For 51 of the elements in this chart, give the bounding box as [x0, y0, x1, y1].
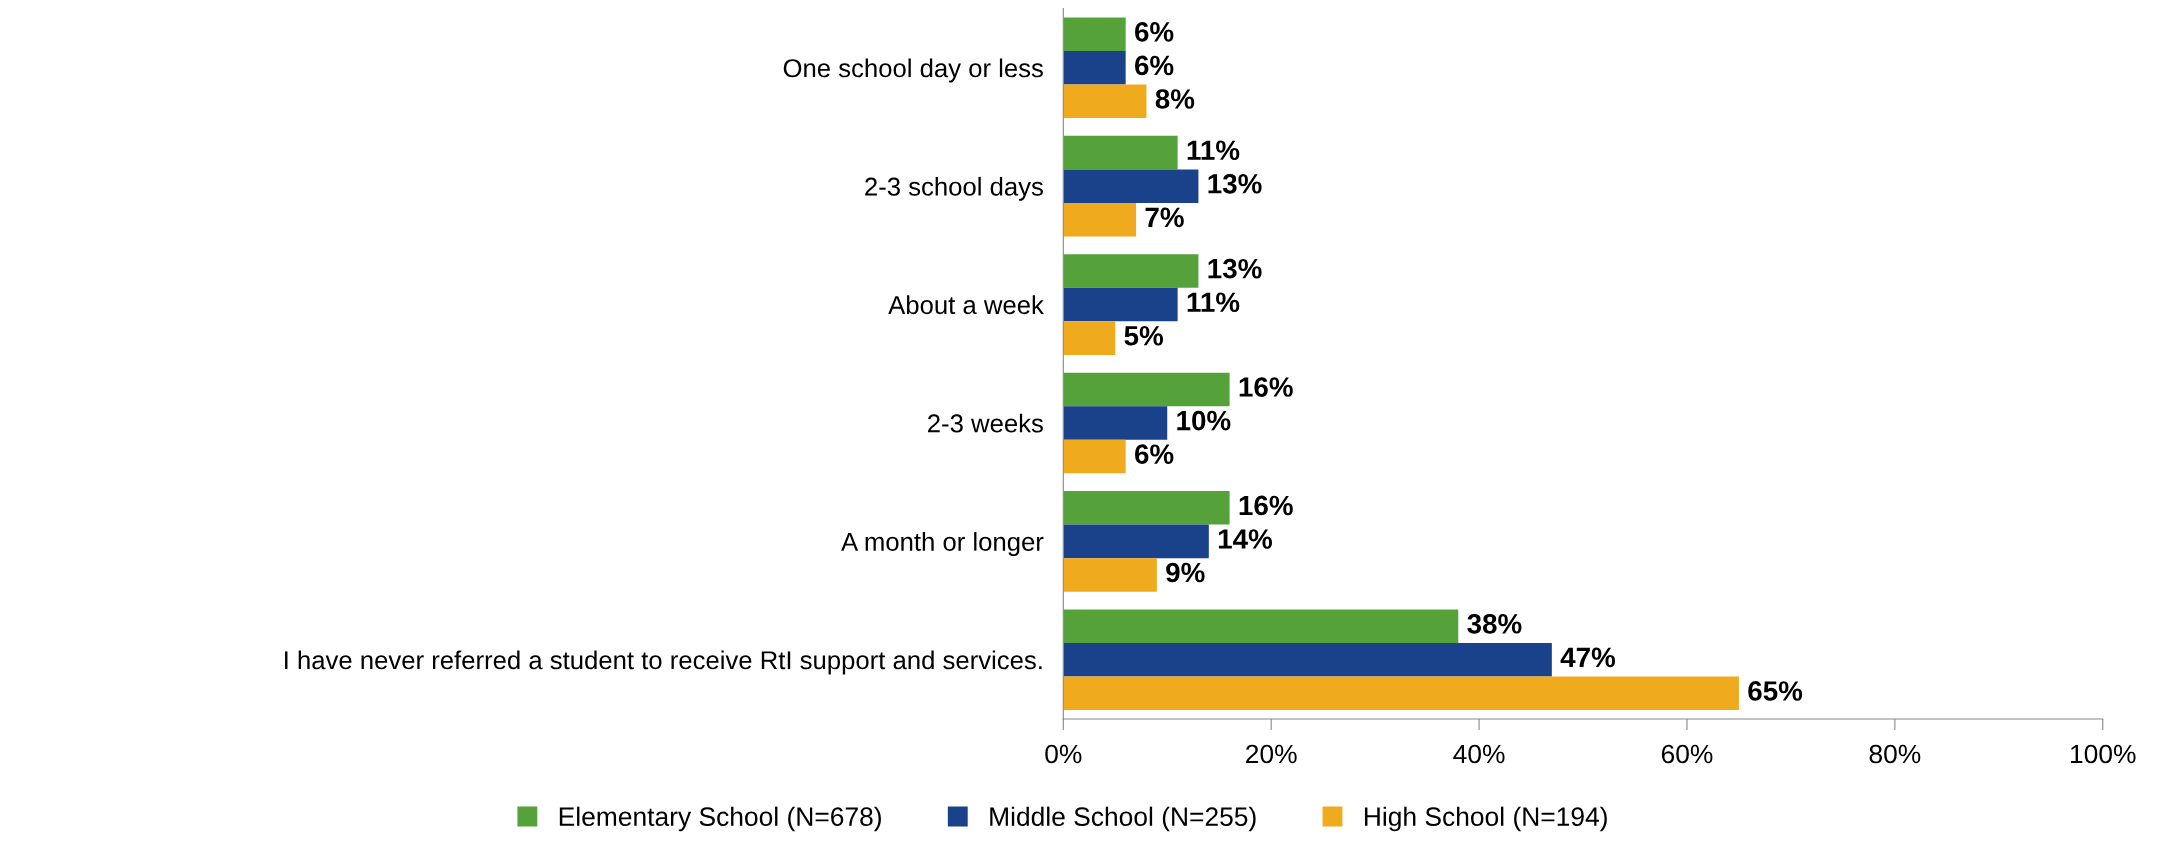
bar: [1063, 287, 1178, 322]
data-label: 5%: [1124, 325, 1164, 346]
y-tick-label: About a week: [888, 295, 1044, 315]
y-tick-label: A month or longer: [841, 532, 1044, 557]
bar: [1063, 439, 1126, 474]
data-label: 14%: [1218, 529, 1273, 549]
y-tick-label: 2-3 weeks: [928, 413, 1043, 433]
data-label: 47%: [1560, 647, 1616, 668]
x-tick-label: 0%: [1045, 744, 1082, 764]
bar: [1063, 321, 1116, 355]
x-tick-label: 20%: [1246, 744, 1297, 764]
bar: [1063, 135, 1178, 170]
data-label: 7%: [1145, 207, 1184, 228]
bar: [1063, 51, 1126, 85]
y-tick-label: 2-3 school days: [865, 176, 1043, 201]
data-label: 65%: [1748, 681, 1803, 701]
x-tick-label: 40%: [1453, 744, 1505, 764]
x-tick-label: 60%: [1661, 744, 1713, 764]
y-tick-label: I have never referred a student to receive RtI support and services.: [285, 650, 1042, 675]
data-label: 16%: [1239, 495, 1293, 516]
data-label: 11%: [1187, 140, 1240, 161]
bar: [1063, 524, 1209, 559]
data-label: 10%: [1177, 410, 1231, 431]
data-label: 11%: [1187, 292, 1240, 312]
bar: [1063, 609, 1459, 643]
bar: [1063, 17, 1126, 52]
data-label: 6%: [1135, 55, 1174, 76]
data-label: 13%: [1208, 258, 1262, 279]
bar: [1063, 372, 1230, 407]
bar: [1063, 676, 1739, 711]
data-label: 8%: [1155, 89, 1195, 109]
bar: [1063, 406, 1168, 440]
legend-label: High School (N=194): [1364, 806, 1607, 832]
data-label: 6%: [1135, 22, 1174, 42]
y-tick-label: One school day or less: [783, 58, 1043, 83]
bar: [1063, 202, 1137, 237]
bar: [1063, 642, 1552, 677]
data-label: 6%: [1135, 444, 1174, 464]
x-tick-label: 100%: [2071, 744, 2136, 764]
data-label: 9%: [1166, 562, 1205, 583]
bar: [1063, 491, 1230, 525]
data-label: 38%: [1467, 614, 1522, 634]
data-label: 13%: [1208, 173, 1262, 194]
bar: [1063, 254, 1199, 288]
bar: [1063, 169, 1199, 203]
legend-label: Elementary School (N=678): [559, 806, 881, 832]
bar: [1063, 84, 1147, 119]
x-tick-label: 80%: [1869, 744, 1921, 764]
bar: [1063, 558, 1157, 592]
data-label: 16%: [1239, 377, 1293, 397]
legend-label: Middle School (N=255): [990, 806, 1256, 832]
